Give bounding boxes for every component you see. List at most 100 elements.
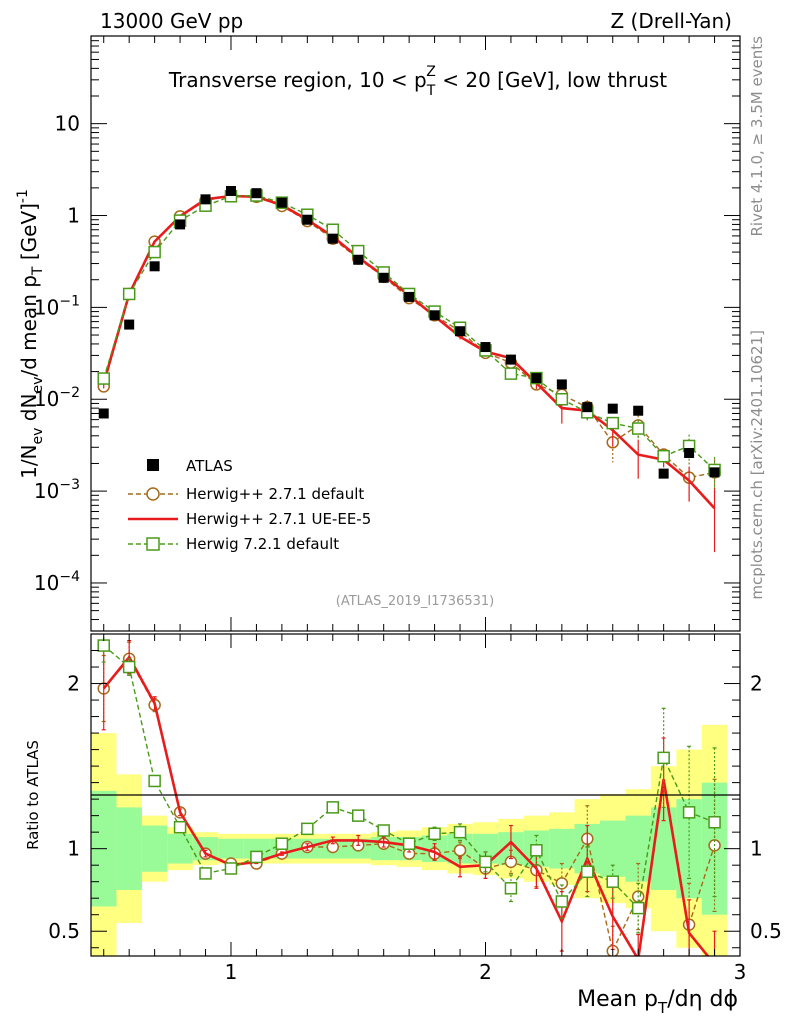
atlas-point — [582, 402, 593, 413]
point-marker — [657, 449, 670, 463]
atlas-point — [505, 354, 516, 365]
ratio-marker — [377, 824, 390, 837]
band-inner-bin — [625, 815, 651, 882]
legend-label-herwig7: Herwig 7.2.1 default — [186, 535, 339, 553]
ratio-series-group — [97, 634, 721, 956]
legend-marker-herwigpp-default — [146, 487, 160, 501]
ratio-marker — [351, 809, 365, 822]
atlas-point — [658, 468, 669, 479]
atlas-point — [709, 467, 720, 478]
series-layer — [97, 185, 721, 956]
ratio-marker — [581, 865, 594, 879]
x-axis-label: Mean pT/dη dϕ — [577, 987, 738, 1017]
ratio-tick-label-right: 2 — [750, 672, 763, 696]
atlas-point — [684, 447, 695, 458]
atlas-point — [98, 408, 109, 419]
ratio-tick-label-right: 1 — [750, 837, 763, 861]
ratio-marker — [97, 639, 110, 652]
ratio-marker — [682, 806, 696, 819]
legend-marker-atlas — [147, 459, 159, 471]
atlas-point — [149, 261, 160, 272]
legend-marker-herwig7 — [146, 537, 160, 551]
atlas-point — [251, 188, 262, 199]
x-tick-label: 1 — [225, 960, 238, 984]
y-tick-label: 10−1 — [34, 293, 80, 319]
point-marker — [97, 372, 110, 385]
x-tick-label: 3 — [734, 960, 747, 984]
atlas-point — [225, 185, 236, 196]
atlas-point — [480, 342, 491, 353]
y-tick-label: 10 — [55, 112, 80, 136]
analysis-id: (ATLAS_2019_I1736531) — [336, 594, 494, 609]
atlas-point — [327, 233, 338, 244]
band-inner-bin — [167, 833, 193, 864]
ratio-tick-label-left: 2 — [67, 672, 80, 696]
axes-ticks: 1 2 3 10 1 10−1 10−2 10−3 10−4 0.5 0.5 1 1 2 2 — [34, 35, 782, 984]
series-line-circle — [103, 194, 715, 479]
ratio-marker — [453, 844, 467, 857]
point-marker — [148, 245, 161, 259]
ratio-line-circle — [688, 845, 716, 925]
atlas-point — [276, 197, 287, 208]
point-marker — [122, 287, 136, 301]
ratio-marker — [224, 862, 238, 875]
x-tick-label: 2 — [479, 960, 492, 984]
band-inner-bin — [549, 828, 575, 869]
point-marker — [606, 416, 619, 430]
atlas-point — [353, 254, 364, 265]
y-tick-label: 10−4 — [34, 569, 80, 595]
atlas-point — [200, 194, 211, 205]
ratio-marker — [428, 827, 441, 841]
ratio-marker — [199, 867, 212, 880]
chart-title: Transverse region, 10 < pTZ < 20 [GeV], … — [168, 64, 667, 99]
y-tick-label: 1 — [67, 204, 80, 228]
ratio-marker — [606, 875, 619, 888]
ratio-marker — [530, 844, 543, 857]
ratio-y-axis-label: Ratio to ATLAS — [24, 740, 42, 850]
energy-label: 13000 GeV pp — [100, 9, 243, 33]
legend-label-atlas: ATLAS — [186, 457, 233, 475]
atlas-point — [455, 326, 466, 337]
band-inner-bin — [116, 807, 142, 890]
ratio-marker — [301, 822, 314, 836]
ratio-marker — [708, 815, 721, 829]
ratio-marker — [631, 901, 645, 915]
atlas-point — [531, 373, 542, 384]
atlas-point — [607, 403, 618, 414]
ratio-marker — [657, 751, 670, 765]
legend-label-herwigpp-default: Herwig++ 2.7.1 default — [186, 485, 364, 503]
atlas-point — [302, 214, 313, 225]
atlas-point — [404, 291, 415, 302]
ratio-marker — [326, 801, 340, 814]
atlas-point — [633, 405, 644, 416]
atlas-point — [556, 379, 567, 390]
rivet-label: Rivet 4.1.0, ≥ 3.5M events — [748, 36, 766, 237]
legend-label-herwigpp-ueee5: Herwig++ 2.7.1 UE-EE-5 — [186, 510, 371, 528]
point-marker — [555, 392, 569, 406]
ratio-marker — [504, 882, 518, 895]
atlas-point — [124, 319, 135, 330]
point-marker — [504, 367, 518, 380]
band-inner-bin — [600, 820, 626, 877]
series-line-square — [103, 194, 715, 471]
point-marker — [326, 223, 340, 236]
atlas-point — [378, 272, 389, 283]
ratio-marker — [148, 774, 161, 788]
band-inner-bin — [141, 825, 168, 872]
ratio-marker — [479, 855, 492, 869]
ratio-marker — [555, 895, 569, 908]
y-tick-label: 10−3 — [34, 477, 80, 503]
ratio-marker — [122, 660, 136, 674]
process-label: Z (Drell-Yan) — [610, 9, 732, 33]
ratio-tick-label-left: 0.5 — [48, 919, 80, 943]
y-tick-label: 10−2 — [34, 385, 80, 411]
ratio-marker — [173, 820, 187, 834]
band-inner-bin — [218, 838, 244, 859]
point-marker — [631, 422, 645, 435]
ratio-marker — [250, 850, 263, 864]
atlas-point — [175, 219, 186, 230]
atlas-point — [429, 310, 440, 321]
ratio-tick-label-left: 1 — [67, 837, 80, 861]
ratio-marker — [555, 877, 569, 890]
